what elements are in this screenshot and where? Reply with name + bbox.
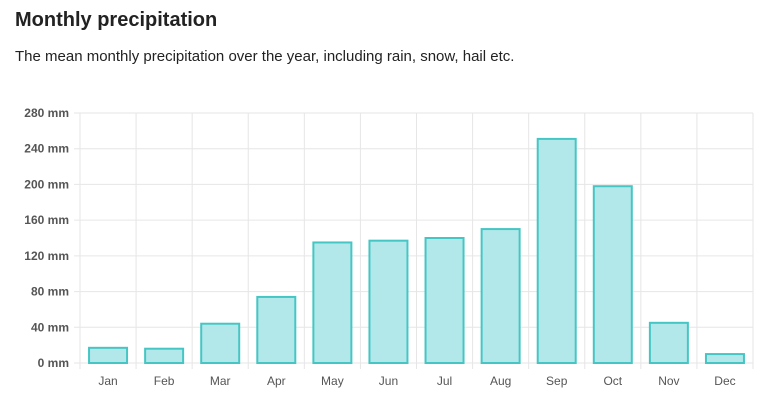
x-tick-label: Oct <box>603 374 622 388</box>
bar-jan[interactable] <box>88 346 129 365</box>
bar-oct[interactable] <box>592 185 633 364</box>
y-tick-label: 280 mm <box>24 106 69 120</box>
y-tick-label: 160 mm <box>24 213 69 227</box>
x-tick-label: Aug <box>490 374 511 388</box>
bar-apr[interactable] <box>256 295 297 364</box>
x-tick-label: Feb <box>154 374 175 388</box>
grid-lines <box>74 112 754 369</box>
x-tick-label: Nov <box>658 374 679 388</box>
y-tick-label: 240 mm <box>24 142 69 156</box>
bar-feb[interactable] <box>144 347 185 365</box>
x-tick-label: Dec <box>714 374 735 388</box>
bars <box>88 137 745 365</box>
bar-jun[interactable] <box>368 239 409 364</box>
bar-jul[interactable] <box>424 237 465 364</box>
bar-nov[interactable] <box>648 321 689 365</box>
chart-subtitle: The mean monthly precipitation over the … <box>15 48 515 65</box>
bar-mar[interactable] <box>200 322 241 365</box>
x-tick-label: Apr <box>267 374 286 388</box>
y-tick-label: 0 mm <box>38 356 69 370</box>
bar-may[interactable] <box>312 241 353 364</box>
x-tick-label: Mar <box>210 374 231 388</box>
x-tick-label: May <box>321 374 344 388</box>
y-tick-label: 80 mm <box>31 285 69 299</box>
x-tick-label: Sep <box>546 374 568 388</box>
chart-title: Monthly precipitation <box>15 9 218 31</box>
x-tick-label: Jun <box>379 374 398 388</box>
x-tick-label: Jan <box>98 374 117 388</box>
bar-sep[interactable] <box>536 137 577 364</box>
x-tick-label: Jul <box>437 374 452 388</box>
y-axis-ticks: 0 mm 40 mm 80 mm 120 mm 160 mm 200 mm 240 mm 28… <box>24 106 69 370</box>
y-tick-label: 200 mm <box>24 177 69 191</box>
bar-aug[interactable] <box>480 228 521 364</box>
x-axis-ticks: Jan Feb Mar Apr May Jun Jul Aug Sep Oct Nov Dec <box>98 374 735 388</box>
y-tick-label: 120 mm <box>24 249 69 263</box>
bar-dec[interactable] <box>704 353 745 365</box>
y-tick-label: 40 mm <box>31 320 69 334</box>
